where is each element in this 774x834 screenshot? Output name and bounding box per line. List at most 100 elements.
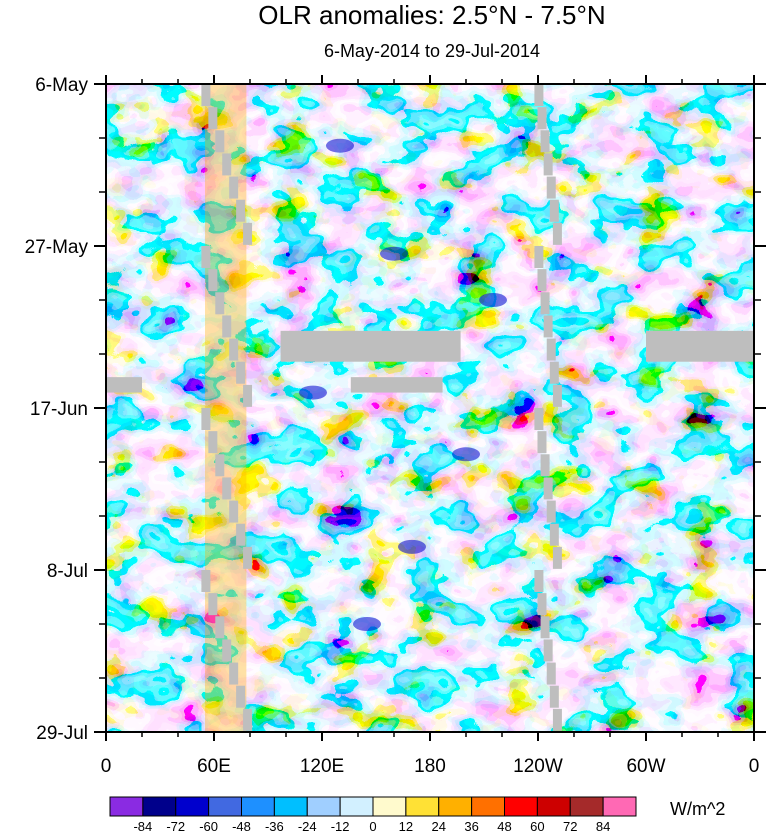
missing-data-block [350,377,443,393]
missing-swath-block [540,130,550,153]
missing-swath-block [215,454,225,477]
feature-negative-pocket [479,293,507,307]
missing-swath-block [549,685,559,708]
colorbar-swatch [569,796,604,817]
colorbar-level-label: -36 [265,819,284,834]
missing-swath-block [543,477,553,500]
plot-area [106,84,754,732]
chart-title: OLR anomalies: 2.5°N - 7.5°N [258,0,605,30]
x-tick-label: 180 [414,756,446,777]
missing-swath-block [215,130,225,153]
missing-swath-block [537,269,547,292]
missing-swath-block [201,84,211,106]
missing-swath-block [236,199,246,222]
anomaly-field [106,84,754,732]
missing-swath-block [534,246,544,268]
feature-negative-pocket [380,246,408,261]
missing-swath-block [236,523,246,546]
missing-swath-block [243,222,253,245]
missing-swath-block [546,338,556,361]
y-tick-label: 29-Jul [36,723,88,744]
missing-swath-block [552,546,562,569]
colorbar-swatch [109,796,144,817]
colorbar-level-label: -24 [298,819,317,834]
missing-swath-block [540,454,550,477]
colorbar-level-label: 60 [530,819,544,834]
colorbar-swatch [471,796,505,817]
missing-swath-block [546,500,556,523]
colorbar-swatch [372,796,407,817]
missing-swath-block [222,315,232,338]
feature-negative-pocket [326,138,354,153]
missing-swath-block [243,708,253,731]
x-tick-label: 120E [300,756,344,777]
missing-swath-block [229,662,239,685]
missing-swath-block [540,292,550,315]
x-tick-label: 120W [513,756,563,777]
missing-swath-block [537,107,547,130]
missing-swath-block [546,662,556,685]
x-tick-label: 60E [197,756,231,777]
missing-swath-block [552,222,562,245]
missing-swath-block [537,593,547,616]
colorbar-level-label: 72 [563,819,577,834]
colorbar-level-label: 48 [497,819,511,834]
missing-swath-block [201,570,211,592]
feature-negative-pocket [452,447,480,462]
missing-swath-block [549,523,559,546]
colorbar-level-label: 84 [596,819,610,834]
missing-swath-block [208,107,218,130]
colorbar-swatch [208,796,242,817]
x-tick-label: 0 [101,756,112,777]
missing-swath-block [552,384,562,407]
colorbar-swatch [175,796,210,817]
y-tick-label: 27-May [25,237,89,258]
colorbar-level-label: -48 [232,819,251,834]
x-tick-label: 60W [626,756,665,777]
missing-swath-block [534,84,544,106]
missing-swath-block [543,153,553,176]
missing-swath-block [543,639,553,662]
missing-swath-block [243,384,253,407]
colorbar-level-label: 36 [464,819,478,834]
missing-swath-block [222,639,232,662]
missing-swath-block [546,176,556,199]
colorbar-level-label: 12 [399,819,413,834]
feature-negative-pocket [299,385,327,400]
missing-swath-block [243,546,253,569]
missing-data-block [646,330,754,362]
y-tick-label: 17-Jun [30,399,88,420]
missing-data-block [280,330,461,362]
x-tick-label: 0 [749,756,760,777]
colorbar-swatch [438,796,473,817]
colorbar-swatch [602,796,637,817]
chart-subtitle: 6-May-2014 to 29-Jul-2014 [324,41,540,61]
missing-swath-block [208,593,218,616]
missing-swath-block [540,616,550,639]
missing-swath-block [543,315,553,338]
missing-swath-block [549,199,559,222]
missing-swath-block [229,176,239,199]
colorbar-swatch [142,796,177,817]
missing-swath-block [208,431,218,454]
colorbar-swatch [273,796,308,817]
colorbar-swatch [241,796,275,817]
colorbar-swatch [504,796,538,817]
missing-swath-block [236,685,246,708]
missing-swath-block [229,338,239,361]
missing-swath-block [537,431,547,454]
colorbar-level-label: 24 [432,819,446,834]
missing-swath-block [222,153,232,176]
missing-swath-block [229,500,239,523]
colorbar-level-label: -12 [331,819,350,834]
colorbar-level-label: -60 [199,819,218,834]
missing-swath-block [552,708,562,731]
missing-swath-block [201,408,211,430]
missing-swath-block [201,246,211,268]
feature-warm-band [205,84,247,732]
colorbar-level-label: -84 [133,819,152,834]
colorbar-level-label: -72 [166,819,185,834]
missing-swath-block [534,408,544,430]
feature-negative-pocket [398,539,426,554]
